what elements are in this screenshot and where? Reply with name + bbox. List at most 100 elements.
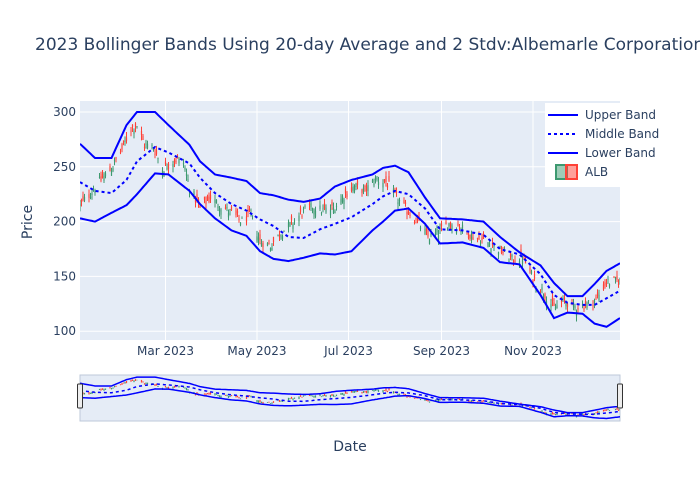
candle-increasing [451,225,453,230]
legend-item-middle-band[interactable]: Middle Band [548,127,659,141]
candle-decreasing [566,303,569,307]
candle-increasing [94,190,96,194]
candle-increasing [269,247,272,251]
candle-increasing [292,224,294,230]
candle-decreasing [173,159,176,163]
range-slider-right-handle[interactable] [617,383,623,409]
candle-increasing [428,238,431,244]
candle-increasing [182,162,185,165]
legend-item-lower-band[interactable]: Lower Band [548,146,656,160]
candle-increasing [289,222,291,226]
chart-title: 2023 Bollinger Bands Using 20-day Averag… [35,35,700,55]
candle-increasing [487,242,489,247]
legend-item-upper-band[interactable]: Upper Band [548,108,656,122]
candle-increasing [499,246,501,249]
candle-decreasing [155,150,158,155]
slider-grip[interactable] [77,383,83,409]
candle-increasing [377,182,380,185]
candle-decreasing [346,193,348,197]
candle-increasing [311,208,314,210]
candle-decreasing [502,251,504,254]
slider-grip[interactable] [617,383,623,409]
candle-increasing [619,278,620,280]
candle-increasing [112,168,114,171]
y-tick-label: 300 [53,105,76,119]
candle-decreasing [100,176,102,181]
candle-decreasing [571,299,573,301]
candle-increasing [92,190,95,191]
candle-increasing [136,126,138,127]
candle-decreasing [323,203,326,209]
candle-increasing [541,287,543,291]
candle-decreasing [121,143,123,150]
candle-increasing [439,228,441,230]
candle-increasing [587,300,590,301]
candle-increasing [256,236,258,241]
candle-decreasing [154,153,156,155]
candle-decreasing [560,300,563,303]
candle-decreasing [122,140,125,142]
candle-decreasing [238,218,240,220]
y-tick-label: 250 [53,160,76,174]
candle-increasing [287,222,290,228]
candle-decreasing [101,173,104,179]
candle-increasing [586,302,588,308]
candle-decreasing [245,216,248,223]
candle-increasing [281,236,284,239]
candle-increasing [374,176,377,181]
candle-decreasing [533,273,536,279]
candle-decreasing [331,201,333,206]
candle-increasing [266,242,269,246]
range-slider-left-handle[interactable] [77,383,83,409]
y-tick-label: 200 [53,215,76,229]
candle-increasing [314,210,317,217]
legend-label: Upper Band [585,108,656,122]
candle-decreasing [478,235,480,240]
candle-decreasing [278,235,281,238]
candle-increasing [220,209,222,215]
candle-increasing [334,211,336,213]
candle-decreasing [595,297,597,299]
candle-increasing [83,197,86,201]
candle-increasing [133,130,135,134]
candle-decreasing [299,207,302,212]
candle-increasing [419,227,422,229]
candle-decreasing [415,222,417,224]
candle-increasing [227,212,230,218]
y-axis-title: Price [20,205,36,239]
candle-increasing [283,230,285,232]
candle-increasing [373,183,375,186]
candle-decreasing [130,130,132,132]
candle-decreasing [262,243,264,248]
candle-increasing [229,209,231,211]
candle-decreasing [344,188,347,194]
x-tick-label: May 2023 [227,344,286,358]
main-plot-area[interactable]: 100 150 200 250 300 Mar 2023 May 2023 Jul 2023 S… [53,101,621,358]
candle-decreasing [80,199,83,202]
candle-increasing [214,199,216,203]
candle-decreasing [196,194,198,201]
candle-decreasing [115,156,117,160]
candle-decreasing [203,196,206,200]
candle-increasing [103,175,105,181]
candle-increasing [104,173,107,177]
y-tick-label: 100 [53,324,76,338]
candle-decreasing [467,233,470,239]
candle-increasing [185,173,188,176]
candle-decreasing [164,161,167,165]
candle-decreasing [551,295,554,302]
range-slider[interactable] [77,374,623,422]
candle-decreasing [175,160,177,162]
candle-decreasing [259,234,261,241]
candle-decreasing [109,165,111,172]
candle-increasing [313,209,315,215]
candle-decreasing [457,223,459,226]
candle-decreasing [383,179,386,182]
legend-label: Middle Band [585,127,659,141]
candle-decreasing [140,130,143,135]
candle-decreasing [247,208,249,213]
legend[interactable]: Upper Band Middle Band Lower Band ALB [545,103,695,187]
candle-decreasing [364,185,366,188]
legend-item-alb[interactable]: ALB [555,164,608,180]
